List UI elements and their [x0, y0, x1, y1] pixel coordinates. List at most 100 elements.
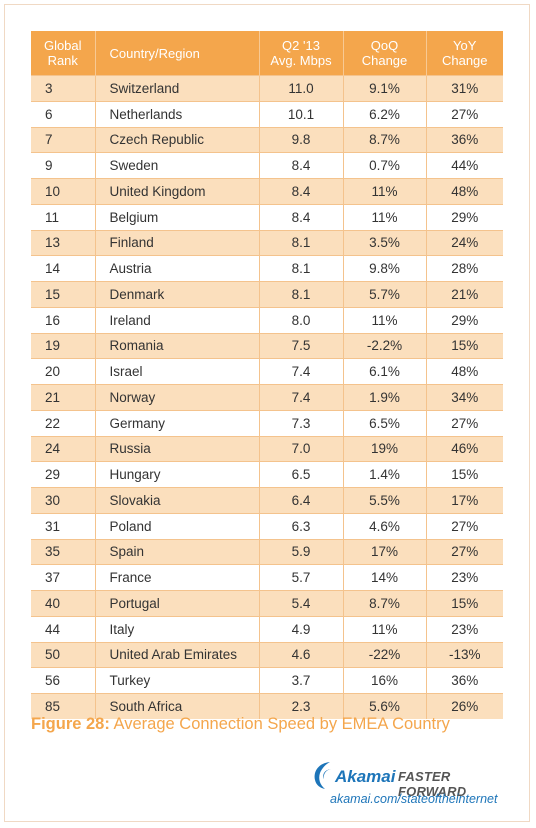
table-row: 31 Poland 6.3 4.6% 27%: [31, 512, 503, 539]
qoq-change-cell: 8.7%: [343, 126, 427, 153]
yoy-change-cell: 27%: [426, 100, 503, 127]
rank-cell: 15: [31, 281, 96, 308]
figure-number: Figure 28:: [31, 715, 110, 733]
rank-cell: 9: [31, 152, 96, 179]
table-row: 44 Italy 4.9 11% 23%: [31, 615, 503, 642]
speed-cell: 8.1: [259, 229, 344, 256]
speed-cell: 6.4: [259, 487, 344, 514]
qoq-change-cell: 6.2%: [343, 100, 427, 127]
header-rank: Global Rank: [31, 31, 96, 76]
table-row: 37 France 5.7 14% 23%: [31, 564, 503, 591]
qoq-change-cell: 0.7%: [343, 152, 427, 179]
table-body: 3 Switzerland 11.0 9.1% 31% 6 Netherlands 10.1 6…: [31, 75, 503, 719]
yoy-change-cell: 21%: [426, 281, 503, 308]
header-yoy: YoY Change: [426, 31, 503, 76]
rank-cell: 37: [31, 564, 96, 591]
table-row: 24 Russia 7.0 19% 46%: [31, 435, 503, 462]
table-row: 14 Austria 8.1 9.8% 28%: [31, 255, 503, 282]
akamai-logo: Akamai FASTER FORWARD: [313, 760, 513, 799]
qoq-change-cell: 1.4%: [343, 461, 427, 488]
yoy-change-cell: 26%: [426, 692, 503, 719]
country-cell: Germany: [95, 409, 260, 436]
country-cell: Poland: [95, 512, 260, 539]
figure-caption: Figure 28: Average Connection Speed by E…: [31, 715, 450, 734]
brand-tagline: FASTER FORWARD: [398, 769, 467, 799]
brand-name: Akamai: [335, 767, 396, 786]
qoq-change-cell: 17%: [343, 538, 427, 565]
table-row: 20 Israel 7.4 6.1% 48%: [31, 358, 503, 385]
table-row: 11 Belgium 8.4 11% 29%: [31, 203, 503, 230]
table-row: 16 Ireland 8.0 11% 29%: [31, 306, 503, 333]
country-cell: Denmark: [95, 281, 260, 308]
yoy-change-cell: 15%: [426, 461, 503, 488]
yoy-change-cell: 44%: [426, 152, 503, 179]
table-row: 35 Spain 5.9 17% 27%: [31, 538, 503, 565]
speed-cell: 9.8: [259, 126, 344, 153]
yoy-change-cell: 24%: [426, 229, 503, 256]
rank-cell: 24: [31, 435, 96, 462]
speed-cell: 7.3: [259, 409, 344, 436]
speed-cell: 8.4: [259, 203, 344, 230]
footer-url[interactable]: akamai.com/stateoftheinternet: [330, 792, 498, 806]
qoq-change-cell: 11%: [343, 306, 427, 333]
speed-cell: 5.7: [259, 564, 344, 591]
qoq-change-cell: 5.6%: [343, 692, 427, 719]
speed-cell: 4.9: [259, 615, 344, 642]
country-cell: Hungary: [95, 461, 260, 488]
yoy-change-cell: 15%: [426, 590, 503, 617]
country-cell: Russia: [95, 435, 260, 462]
table-row: 56 Turkey 3.7 16% 36%: [31, 667, 503, 694]
yoy-change-cell: 46%: [426, 435, 503, 462]
rank-cell: 21: [31, 384, 96, 411]
rank-cell: 85: [31, 692, 96, 719]
country-cell: Netherlands: [95, 100, 260, 127]
yoy-change-cell: 27%: [426, 409, 503, 436]
country-cell: Italy: [95, 615, 260, 642]
rank-cell: 29: [31, 461, 96, 488]
table-header-row: Global Rank Country/Region Q2 '13 Avg. Mbp…: [31, 31, 503, 76]
speed-cell: 4.6: [259, 641, 344, 668]
table-row: 22 Germany 7.3 6.5% 27%: [31, 409, 503, 436]
yoy-change-cell: 17%: [426, 487, 503, 514]
qoq-change-cell: 11%: [343, 615, 427, 642]
table-row: 21 Norway 7.4 1.9% 34%: [31, 384, 503, 411]
country-cell: France: [95, 564, 260, 591]
yoy-change-cell: 29%: [426, 306, 503, 333]
speed-cell: 3.7: [259, 667, 344, 694]
qoq-change-cell: 5.7%: [343, 281, 427, 308]
qoq-change-cell: 4.6%: [343, 512, 427, 539]
yoy-change-cell: 34%: [426, 384, 503, 411]
rank-cell: 10: [31, 178, 96, 205]
yoy-change-cell: 27%: [426, 512, 503, 539]
speed-cell: 7.0: [259, 435, 344, 462]
speed-cell: 5.9: [259, 538, 344, 565]
table-row: 13 Finland 8.1 3.5% 24%: [31, 229, 503, 256]
table-row: 9 Sweden 8.4 0.7% 44%: [31, 152, 503, 179]
country-cell: Czech Republic: [95, 126, 260, 153]
akamai-swoosh-icon: [314, 762, 331, 789]
country-cell: Portugal: [95, 590, 260, 617]
yoy-change-cell: 27%: [426, 538, 503, 565]
country-cell: Switzerland: [95, 75, 260, 102]
qoq-change-cell: -22%: [343, 641, 427, 668]
speed-cell: 7.5: [259, 332, 344, 359]
yoy-change-cell: 36%: [426, 126, 503, 153]
rank-cell: 40: [31, 590, 96, 617]
rank-cell: 50: [31, 641, 96, 668]
yoy-change-cell: 28%: [426, 255, 503, 282]
qoq-change-cell: 3.5%: [343, 229, 427, 256]
yoy-change-cell: 31%: [426, 75, 503, 102]
qoq-change-cell: 16%: [343, 667, 427, 694]
country-cell: Sweden: [95, 152, 260, 179]
rank-cell: 56: [31, 667, 96, 694]
rank-cell: 13: [31, 229, 96, 256]
yoy-change-cell: 36%: [426, 667, 503, 694]
rank-cell: 30: [31, 487, 96, 514]
country-cell: Norway: [95, 384, 260, 411]
speed-cell: 10.1: [259, 100, 344, 127]
country-cell: Finland: [95, 229, 260, 256]
yoy-change-cell: 23%: [426, 615, 503, 642]
figure-title: Average Connection Speed by EMEA Country: [113, 715, 450, 733]
table-row: 19 Romania 7.5 -2.2% 15%: [31, 332, 503, 359]
rank-cell: 20: [31, 358, 96, 385]
